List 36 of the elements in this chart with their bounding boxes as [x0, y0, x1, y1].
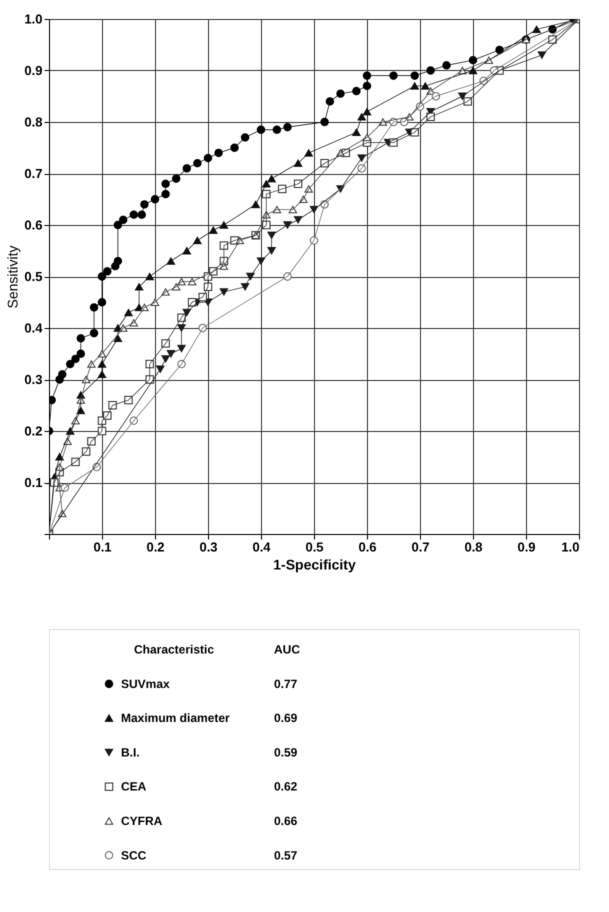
y-tick-label: 0.3: [24, 372, 42, 387]
text: AUC: [274, 642, 300, 657]
text: 0.62: [274, 780, 298, 794]
x-tick-label: 0.6: [358, 540, 377, 554]
legend-label: SCC: [121, 848, 147, 862]
y-axis-title: Sensitivity: [4, 245, 20, 309]
y-tick-label: 0.1: [24, 475, 42, 490]
legend-label: CEA: [121, 780, 147, 794]
x-tick-label: 0.9: [517, 540, 536, 554]
x-tick-label: 0.1: [93, 540, 112, 554]
y-tick-label: 0.8: [24, 114, 42, 130]
x-tick-label: 0.7: [411, 540, 430, 554]
legend-title: Characteristic: [134, 642, 214, 657]
y-tick-label: 0.5: [24, 269, 42, 284]
y-tick-label: 1.0: [24, 12, 42, 26]
x-tick-label: 0.8: [464, 540, 483, 554]
y-tick-label: 0.7: [24, 166, 42, 181]
text: 0.66: [274, 814, 298, 828]
y-tick-label: 0.2: [24, 424, 42, 438]
legend-label: CYFRA: [121, 814, 163, 828]
x-tick-label: 1.0: [561, 540, 580, 554]
x-tick-label: 0.5: [305, 540, 324, 554]
x-tick-label: 0.4: [252, 540, 272, 554]
text: 0.59: [274, 745, 298, 760]
text: 0.57: [274, 848, 298, 862]
y-tick-label: 0.9: [24, 63, 42, 78]
legend-label: Maximum diameter: [121, 711, 230, 726]
legend-label: SUVmax: [121, 676, 170, 691]
text: 0.77: [274, 676, 298, 691]
y-tick-label: 0.4: [24, 320, 44, 336]
text: 0.69: [274, 711, 298, 726]
x-axis-title: 1-Specificity: [273, 556, 356, 572]
x-tick-label: 0.3: [199, 540, 218, 554]
legend-label: B.I.: [121, 745, 140, 760]
y-tick-label: 0.6: [24, 218, 42, 232]
x-tick-label: 0.2: [146, 540, 165, 554]
